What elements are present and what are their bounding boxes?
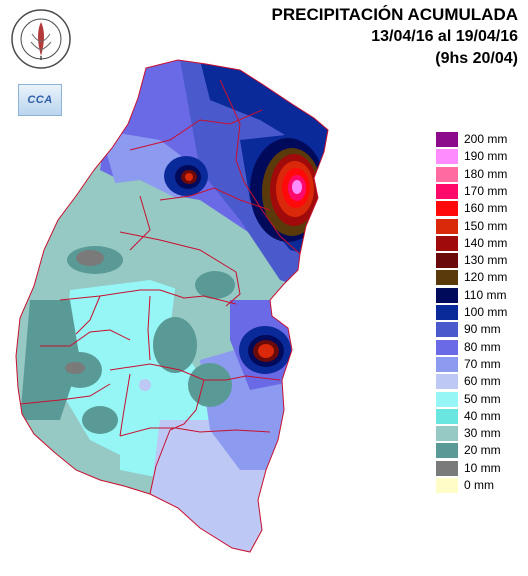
legend-label: 70 mm [464, 357, 501, 371]
legend-label: 160 mm [464, 201, 508, 215]
legend-swatch [436, 132, 458, 147]
legend-swatch [436, 478, 458, 493]
legend-swatch [436, 357, 458, 372]
legend-label: 170 mm [464, 184, 508, 198]
legend-swatch [436, 443, 458, 458]
legend-item: 0 mm [436, 477, 528, 494]
legend-item: 90 mm [436, 321, 528, 338]
legend-swatch [436, 167, 458, 182]
report-time: (9hs 20/04) [435, 50, 518, 67]
legend-swatch [436, 392, 458, 407]
legend-swatch [436, 426, 458, 441]
legend-item: 40 mm [436, 408, 528, 425]
legend-label: 200 mm [464, 132, 508, 146]
legend-label: 40 mm [464, 409, 501, 423]
legend-item: 120 mm [436, 269, 528, 286]
legend-item: 20 mm [436, 442, 528, 459]
legend-swatch [436, 409, 458, 424]
legend-label: 50 mm [464, 392, 501, 406]
legend-item: 190 mm [436, 148, 528, 165]
legend-item: 200 mm [436, 131, 528, 148]
legend-item: 160 mm [436, 200, 528, 217]
legend-label: 80 mm [464, 340, 501, 354]
legend-label: 110 mm [464, 288, 507, 302]
legend-swatch [436, 219, 458, 234]
legend-label: 60 mm [464, 374, 501, 388]
legend-item: 180 mm [436, 166, 528, 183]
precipitation-map [15, 59, 329, 553]
map-title: PRECIPITACIÓN ACUMULADA [271, 5, 519, 24]
precipitation-fill [16, 60, 328, 552]
legend-label: 20 mm [464, 443, 501, 457]
map-title-block: PRECIPITACIÓN ACUMULADA 13/04/16 al 19/0… [272, 4, 519, 70]
legend-swatch [436, 201, 458, 216]
legend-item: 30 mm [436, 425, 528, 442]
legend-label: 30 mm [464, 426, 501, 440]
bolsa-cereales-logo [11, 9, 71, 69]
legend-label: 100 mm [464, 305, 508, 319]
legend-swatch [436, 184, 458, 199]
legend-label: 130 mm [464, 253, 508, 267]
legend-label: 90 mm [464, 322, 501, 336]
legend-swatch [436, 322, 458, 337]
legend-swatch [436, 253, 458, 268]
legend-item: 170 mm [436, 183, 528, 200]
legend-item: 50 mm [436, 391, 528, 408]
date-range: 13/04/16 al 19/04/16 [371, 28, 518, 45]
province-outline [15, 59, 329, 553]
legend-label: 140 mm [464, 236, 508, 250]
department-borders [19, 79, 301, 495]
legend-item: 130 mm [436, 252, 528, 269]
legend-label: 10 mm [464, 461, 501, 475]
cca-logo-text: CCA [27, 94, 53, 106]
legend-swatch [436, 149, 458, 164]
legend-swatch [436, 270, 458, 285]
legend-item: 70 mm [436, 356, 528, 373]
legend-item: 140 mm [436, 235, 528, 252]
legend-label: 150 mm [464, 219, 508, 233]
legend-label: 0 mm [464, 478, 494, 492]
legend-swatch [436, 374, 458, 389]
legend-item: 10 mm [436, 460, 528, 477]
legend-swatch [436, 461, 458, 476]
legend-item: 110 mm [436, 287, 528, 304]
legend-item: 100 mm [436, 304, 528, 321]
legend-swatch [436, 288, 458, 303]
cca-logo: CCA [18, 84, 62, 116]
legend-swatch [436, 340, 458, 355]
legend-swatch [436, 236, 458, 251]
legend-item: 60 mm [436, 373, 528, 390]
legend-label: 190 mm [464, 149, 508, 163]
legend-item: 80 mm [436, 339, 528, 356]
legend-item: 150 mm [436, 218, 528, 235]
legend-label: 180 mm [464, 167, 508, 181]
legend-label: 120 mm [464, 270, 508, 284]
legend-swatch [436, 305, 458, 320]
